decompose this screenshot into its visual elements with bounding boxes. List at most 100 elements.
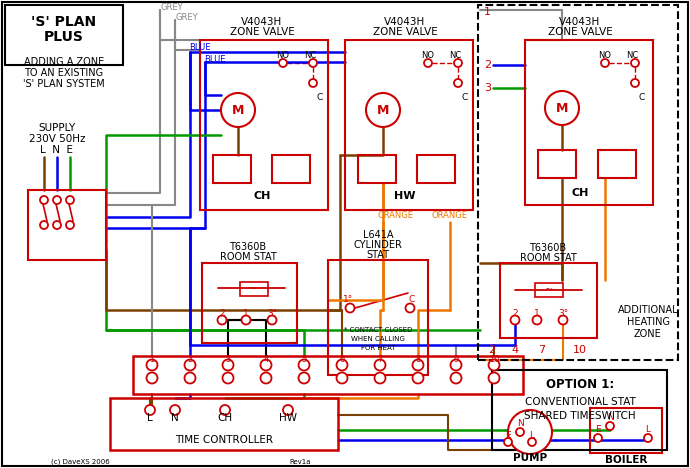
Text: Rev1a: Rev1a: [289, 459, 311, 465]
Circle shape: [221, 93, 255, 127]
Text: GREY: GREY: [161, 2, 184, 12]
Circle shape: [53, 221, 61, 229]
Circle shape: [375, 373, 386, 383]
Circle shape: [283, 405, 293, 415]
Circle shape: [594, 434, 602, 442]
Text: ROOM STAT: ROOM STAT: [219, 252, 277, 262]
Bar: [328, 260, 428, 375]
Circle shape: [337, 359, 348, 371]
Text: 1: 1: [484, 7, 491, 17]
Circle shape: [299, 373, 310, 383]
Text: FOR HEAT: FOR HEAT: [361, 345, 395, 351]
Text: T6360B: T6360B: [529, 243, 566, 253]
Circle shape: [337, 373, 348, 383]
Text: 7: 7: [538, 345, 546, 355]
Text: NO: NO: [598, 51, 611, 59]
Text: BLUE: BLUE: [189, 44, 210, 52]
Circle shape: [241, 315, 250, 324]
Text: PLUS: PLUS: [44, 30, 84, 44]
Text: 'S' PLAN: 'S' PLAN: [32, 15, 97, 29]
Circle shape: [375, 359, 386, 371]
Text: 1: 1: [534, 308, 540, 317]
Circle shape: [631, 79, 639, 87]
Text: 10: 10: [489, 354, 500, 364]
Bar: [200, 40, 328, 210]
Text: NC: NC: [449, 51, 461, 59]
Text: CH: CH: [253, 191, 270, 201]
Circle shape: [222, 359, 233, 371]
Circle shape: [222, 373, 233, 383]
Circle shape: [366, 93, 400, 127]
Circle shape: [511, 315, 520, 324]
Bar: [28, 190, 106, 260]
Circle shape: [346, 304, 355, 313]
Text: ZONE VALVE: ZONE VALVE: [373, 27, 437, 37]
Text: C: C: [639, 93, 645, 102]
Text: ~: ~: [545, 285, 553, 295]
Text: CONVENTIONAL STAT: CONVENTIONAL STAT: [524, 397, 635, 407]
Text: * CONTACT CLOSED: * CONTACT CLOSED: [344, 327, 412, 333]
Text: N: N: [517, 419, 524, 429]
Circle shape: [220, 405, 230, 415]
Text: 9: 9: [453, 354, 459, 364]
Text: 2: 2: [219, 308, 225, 317]
Bar: [598, 150, 636, 178]
Text: HW: HW: [394, 191, 416, 201]
Text: SHARED TIMESWITCH: SHARED TIMESWITCH: [524, 411, 635, 421]
Text: 1°: 1°: [343, 295, 353, 305]
Text: 2: 2: [489, 345, 495, 355]
Circle shape: [413, 359, 424, 371]
Text: ZONE VALVE: ZONE VALVE: [548, 27, 613, 37]
Circle shape: [146, 373, 157, 383]
Bar: [345, 40, 473, 210]
Text: NO: NO: [277, 51, 290, 59]
Text: M: M: [377, 103, 389, 117]
Text: WHEN CALLING: WHEN CALLING: [351, 336, 405, 342]
Text: TO AN EXISTING: TO AN EXISTING: [24, 68, 104, 78]
Circle shape: [261, 373, 271, 383]
Circle shape: [184, 373, 195, 383]
Text: N: N: [607, 414, 613, 423]
Circle shape: [454, 59, 462, 67]
Circle shape: [533, 315, 542, 324]
Text: BOILER: BOILER: [605, 455, 647, 465]
Circle shape: [451, 359, 462, 371]
Text: L  N  E: L N E: [41, 145, 74, 155]
Text: T6360B: T6360B: [230, 242, 266, 252]
Circle shape: [545, 91, 579, 125]
Text: V4043H: V4043H: [241, 17, 283, 27]
Text: M: M: [556, 102, 568, 115]
Bar: [538, 150, 576, 178]
Bar: [525, 40, 653, 205]
Bar: [240, 282, 268, 296]
Text: C: C: [462, 93, 468, 102]
Text: 1: 1: [149, 354, 155, 364]
Text: 10: 10: [573, 345, 587, 355]
Bar: [590, 408, 662, 453]
Circle shape: [279, 59, 287, 67]
Text: 3°: 3°: [558, 308, 568, 317]
Text: CH: CH: [571, 188, 589, 198]
Text: CH: CH: [217, 413, 233, 423]
Text: 230V 50Hz: 230V 50Hz: [29, 134, 86, 144]
Text: HEATING: HEATING: [627, 317, 669, 327]
Text: TIME CONTROLLER: TIME CONTROLLER: [175, 435, 273, 445]
Text: BLUE: BLUE: [204, 54, 226, 64]
Text: E: E: [505, 431, 511, 440]
Text: 8: 8: [415, 354, 421, 364]
Text: N: N: [171, 413, 179, 423]
Circle shape: [424, 59, 432, 67]
Text: 2: 2: [484, 60, 491, 70]
Bar: [535, 283, 563, 297]
Circle shape: [66, 221, 74, 229]
Text: 4: 4: [511, 345, 519, 355]
Circle shape: [558, 315, 567, 324]
Text: HW: HW: [279, 413, 297, 423]
Text: ZONE: ZONE: [634, 329, 662, 339]
Circle shape: [40, 221, 48, 229]
Circle shape: [309, 59, 317, 67]
Text: 7: 7: [377, 354, 383, 364]
Text: 3: 3: [484, 83, 491, 93]
Circle shape: [606, 422, 614, 430]
Circle shape: [66, 196, 74, 204]
